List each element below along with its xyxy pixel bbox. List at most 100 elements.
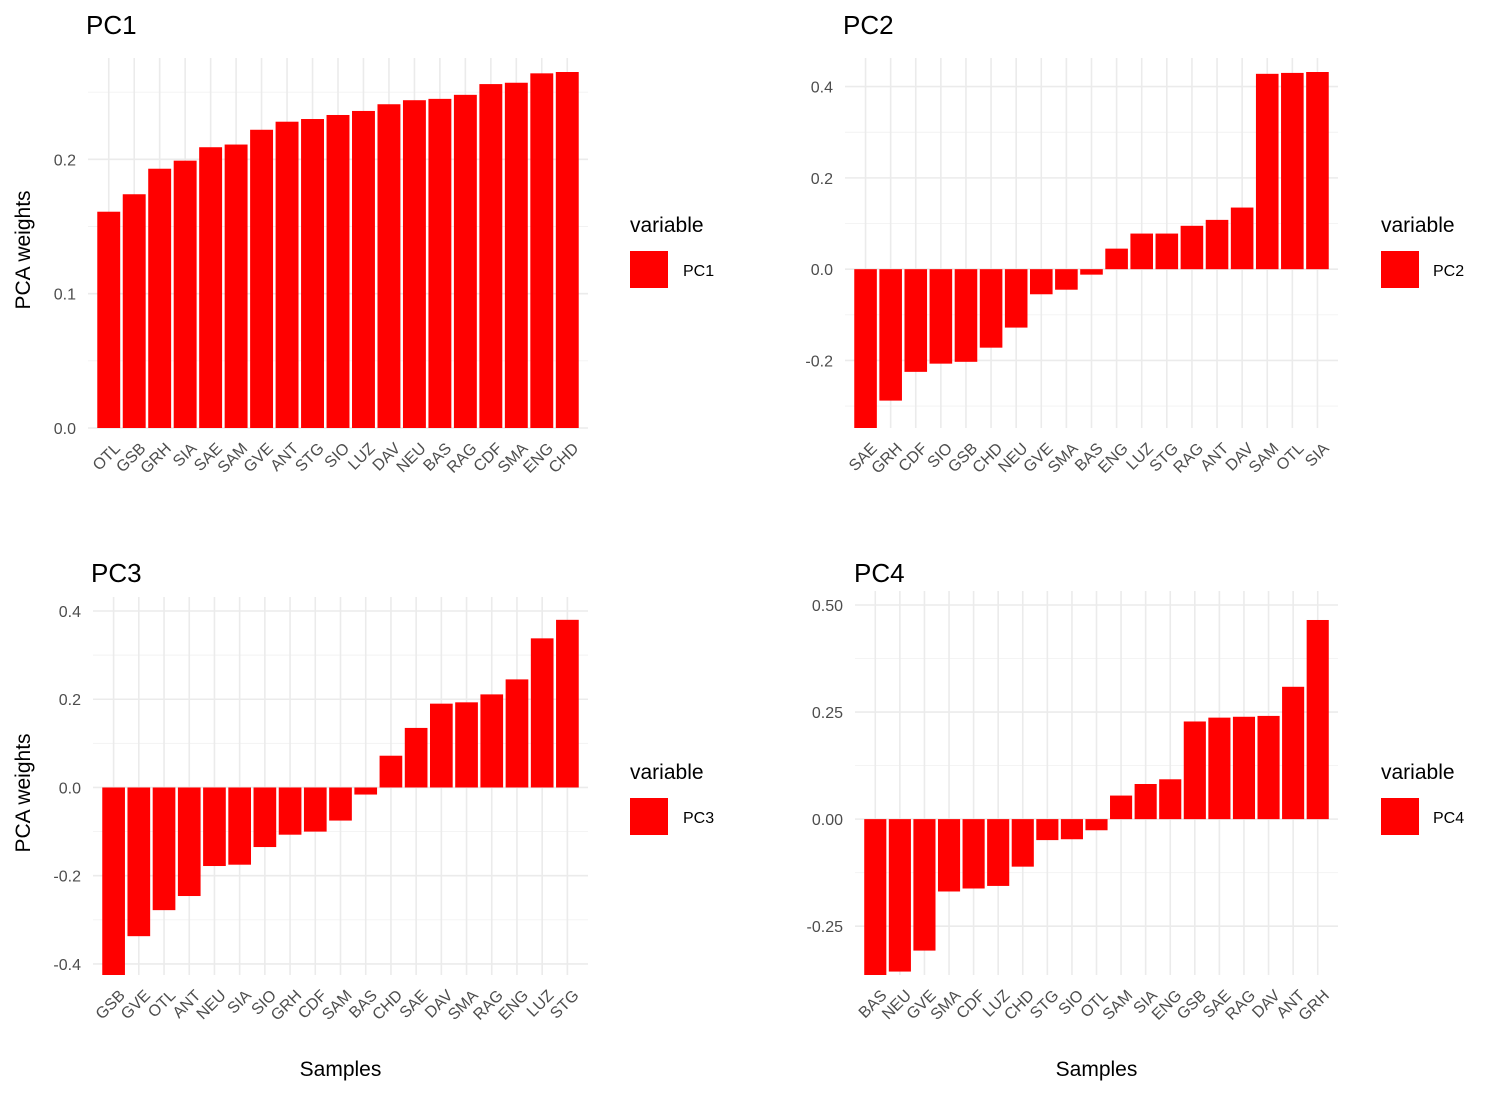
bar-sam bbox=[1255, 73, 1279, 270]
bar-stg bbox=[556, 619, 579, 788]
bar-grh bbox=[1306, 619, 1329, 820]
bar-ant bbox=[177, 787, 201, 897]
bar-sia bbox=[1134, 784, 1157, 820]
y-tick-label: 0.1 bbox=[54, 287, 76, 304]
bar-sam bbox=[329, 787, 352, 821]
bar-cdf bbox=[303, 787, 327, 832]
y-tick-label: 0.0 bbox=[59, 780, 81, 797]
bar-luz bbox=[352, 110, 375, 428]
y-axis-title: PCA weights bbox=[12, 733, 35, 852]
grid bbox=[845, 58, 1338, 428]
bar-gsb bbox=[954, 269, 978, 362]
panel-title: PC1 bbox=[86, 10, 137, 40]
x-tick-label: LUZ bbox=[345, 440, 379, 474]
y-tick-label: 0.2 bbox=[54, 152, 76, 169]
bar-neu bbox=[203, 787, 226, 867]
panel-title: PC4 bbox=[854, 558, 905, 588]
chart-panel-pc4: -0.250.000.250.50BASNEUGVESMACDFLUZCHDST… bbox=[807, 558, 1465, 1081]
bar-sam bbox=[224, 144, 248, 428]
bar-sio bbox=[929, 269, 953, 364]
bar-luz bbox=[987, 819, 1010, 886]
bar-ant bbox=[1282, 686, 1305, 820]
bar-sma bbox=[504, 82, 528, 429]
bar-gsb bbox=[102, 787, 125, 975]
chart-panel-pc2: -0.20.00.20.4SAEGRHCDFSIOGSBCHDNEUGVESMA… bbox=[805, 10, 1464, 477]
legend-label: PC3 bbox=[683, 810, 714, 827]
chart-panel-pc1: 0.00.10.2OTLGSBGRHSIASAESAMGVEANTSTGSIOL… bbox=[12, 10, 714, 477]
x-tick-label: SIA bbox=[1302, 440, 1332, 470]
legend-label: PC1 bbox=[683, 263, 714, 280]
bar-ant bbox=[1205, 219, 1229, 270]
legend-title: variable bbox=[630, 761, 704, 784]
bar-grh bbox=[278, 787, 302, 835]
y-tick-label: 0.50 bbox=[812, 598, 843, 615]
bar-sia bbox=[228, 787, 252, 865]
bar-chd bbox=[979, 269, 1003, 348]
bar-dav bbox=[1230, 207, 1254, 270]
bar-ant bbox=[275, 121, 299, 428]
y-tick-label: -0.2 bbox=[53, 869, 81, 886]
bar-rag bbox=[453, 94, 477, 428]
y-tick-label: 0.2 bbox=[59, 692, 81, 709]
y-tick-label: 0.25 bbox=[812, 705, 843, 722]
panel-title: PC3 bbox=[91, 558, 142, 588]
bar-chd bbox=[379, 755, 403, 788]
bar-rag bbox=[1180, 225, 1204, 270]
legend-label: PC4 bbox=[1433, 810, 1464, 827]
y-tick-label: 0.0 bbox=[811, 262, 833, 279]
legend-title: variable bbox=[1381, 761, 1455, 784]
bar-rag bbox=[480, 694, 504, 788]
bar-sma bbox=[455, 702, 478, 788]
bar-neu bbox=[888, 819, 911, 972]
x-tick-label: STG bbox=[547, 987, 582, 1022]
bar-gve bbox=[913, 819, 936, 951]
bar-stg bbox=[301, 119, 324, 429]
y-tick-label: -0.4 bbox=[53, 957, 81, 974]
bar-chd bbox=[555, 72, 579, 428]
bar-sae bbox=[854, 269, 877, 428]
bar-grh bbox=[879, 269, 902, 401]
bar-bas bbox=[864, 819, 887, 975]
x-tick-label: CHD bbox=[546, 440, 583, 477]
bar-bas bbox=[354, 787, 378, 795]
bar-cdf bbox=[479, 84, 503, 428]
y-tick-label: 0.4 bbox=[59, 604, 81, 621]
chart-panel-pc3: -0.4-0.20.00.20.4GSBGVEOTLANTNEUSIASIOGR… bbox=[12, 558, 714, 1081]
bar-sma bbox=[1055, 269, 1078, 290]
bar-sae bbox=[404, 727, 428, 788]
bar-neu bbox=[1004, 269, 1028, 328]
bar-bas bbox=[1080, 269, 1103, 275]
bar-gve bbox=[127, 787, 151, 937]
bar-luz bbox=[1130, 233, 1154, 270]
bar-grh bbox=[148, 168, 172, 428]
bars bbox=[864, 619, 1329, 975]
bar-dav bbox=[1257, 715, 1280, 820]
y-tick-label: 0.00 bbox=[812, 812, 843, 829]
legend-key bbox=[1381, 798, 1419, 835]
bar-gve bbox=[1029, 269, 1053, 295]
bar-chd bbox=[1011, 819, 1034, 867]
x-axis-title: Samples bbox=[1056, 1058, 1138, 1081]
bars bbox=[97, 72, 579, 429]
bar-eng bbox=[505, 679, 529, 788]
legend: variable PC2 bbox=[1381, 214, 1464, 288]
bar-eng bbox=[530, 73, 554, 429]
bars bbox=[854, 72, 1329, 428]
x-axis-title: Samples bbox=[300, 1058, 382, 1081]
bar-bas bbox=[428, 98, 452, 429]
panel-title: PC2 bbox=[843, 10, 894, 40]
bar-gsb bbox=[1183, 721, 1206, 820]
legend-title: variable bbox=[630, 214, 704, 237]
legend: variable PC3 bbox=[630, 761, 714, 835]
y-axis-title: PCA weights bbox=[12, 190, 35, 309]
legend-title: variable bbox=[1381, 214, 1455, 237]
bar-sio bbox=[1060, 819, 1083, 840]
y-tick-label: -0.2 bbox=[805, 353, 833, 370]
y-tick-label: 0.0 bbox=[54, 421, 76, 438]
bar-otl bbox=[1281, 72, 1304, 270]
bar-sia bbox=[173, 160, 197, 428]
bar-sae bbox=[1208, 717, 1231, 820]
bar-stg bbox=[1155, 233, 1179, 270]
bar-sam bbox=[1110, 795, 1133, 820]
